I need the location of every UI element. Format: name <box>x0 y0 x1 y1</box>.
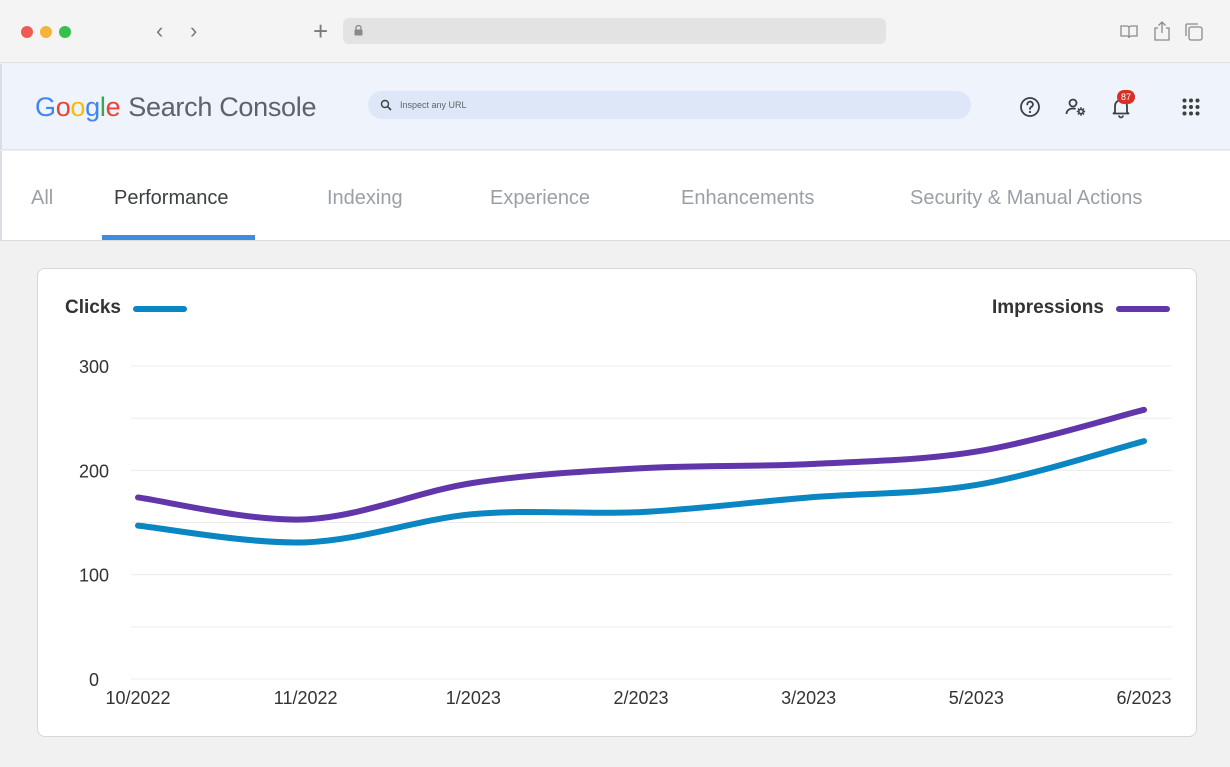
tab-indexing[interactable]: Indexing <box>327 187 403 209</box>
logo-letter: o <box>70 92 86 122</box>
logo-letter: G <box>35 92 56 122</box>
maximize-window-button[interactable] <box>59 26 71 38</box>
new-tab-plus-icon[interactable]: + <box>313 16 329 46</box>
url-inspection-search[interactable] <box>368 91 971 119</box>
tab-security-manual-actions[interactable]: Security & Manual Actions <box>910 187 1143 209</box>
x-tick-label: 6/2023 <box>1116 688 1171 708</box>
lock-icon <box>354 25 363 36</box>
series-line-impressions <box>135 406 1147 523</box>
tab-performance[interactable]: Performance <box>114 187 229 209</box>
help-icon[interactable] <box>1018 95 1042 119</box>
user-settings-icon[interactable] <box>1064 95 1088 119</box>
share-icon[interactable] <box>1153 20 1171 42</box>
forward-chevron-icon[interactable]: › <box>190 18 198 43</box>
back-chevron-icon[interactable]: ‹ <box>156 18 164 43</box>
reader-icon[interactable] <box>1119 22 1139 42</box>
legend-swatch-impressions <box>1116 306 1170 312</box>
close-window-button[interactable] <box>21 26 33 38</box>
logo-letter: l <box>99 92 106 122</box>
legend-label-clicks: Clicks <box>65 297 121 318</box>
minimize-window-button[interactable] <box>40 26 52 38</box>
y-tick-label: 300 <box>79 357 109 377</box>
series-line-clicks <box>135 438 1147 546</box>
x-tick-label: 5/2023 <box>949 688 1004 708</box>
y-tick-label: 200 <box>79 461 109 481</box>
browser-chrome: ‹ › + <box>0 0 1230 63</box>
x-tick-label: 3/2023 <box>781 688 836 708</box>
legend-swatch-clicks <box>133 306 187 312</box>
product-name: Search Console <box>128 92 317 122</box>
y-tick-label: 0 <box>89 670 99 690</box>
performance-chart-card: Clicks Impressions 300 200 100 0 10/2022 11/2… <box>37 268 1197 737</box>
performance-line-chart: 300 200 100 0 10/2022 11/2022 1/2023 2/2023 3/20… <box>79 357 1172 708</box>
x-tick-label: 1/2023 <box>446 688 501 708</box>
tab-experience[interactable]: Experience <box>490 187 591 209</box>
tabs-overview-icon[interactable] <box>1184 22 1204 42</box>
tab-all[interactable]: All <box>31 187 54 209</box>
section-tabs: All Performance Indexing Experience Enha… <box>0 151 1230 241</box>
google-search-console-logo[interactable]: Google Search Console <box>35 90 317 124</box>
address-bar[interactable] <box>343 18 886 44</box>
tab-enhancements[interactable]: Enhancements <box>681 187 815 209</box>
x-tick-label: 10/2022 <box>105 688 170 708</box>
logo-letter: g <box>85 92 100 122</box>
x-tick-label: 11/2022 <box>274 688 338 708</box>
search-icon <box>380 99 392 111</box>
apps-grid-icon[interactable] <box>1179 95 1203 119</box>
search-input[interactable] <box>400 91 960 119</box>
logo-letter: e <box>105 92 121 122</box>
y-tick-label: 100 <box>79 566 109 586</box>
active-tab-indicator <box>102 235 255 240</box>
logo-letter: o <box>55 92 71 122</box>
notification-count-badge: 87 <box>1117 90 1135 104</box>
x-tick-label: 2/2023 <box>613 688 668 708</box>
legend-label-impressions: Impressions <box>992 297 1104 318</box>
